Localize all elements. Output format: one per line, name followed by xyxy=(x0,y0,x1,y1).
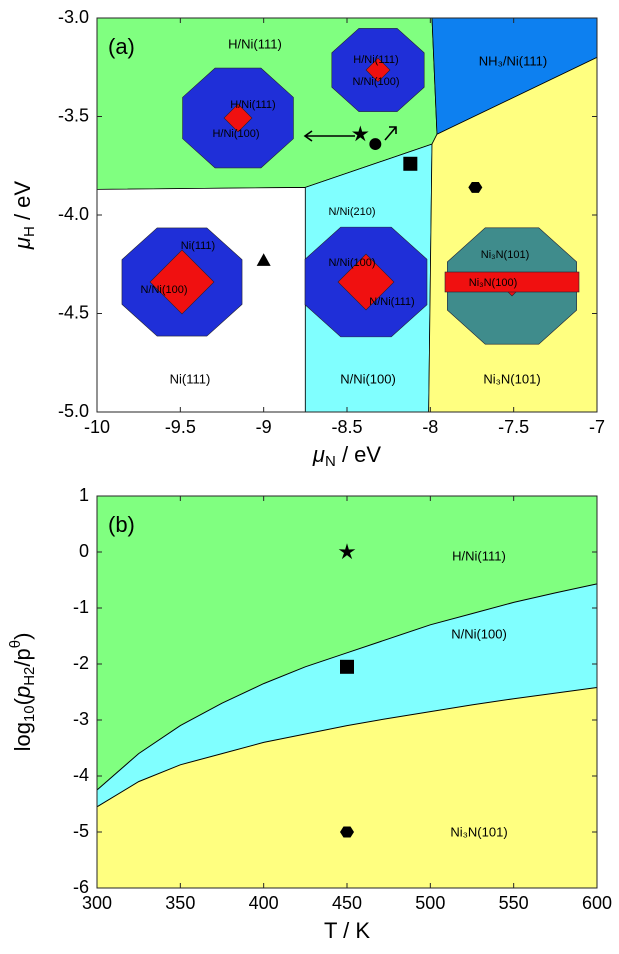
y-tick-label: -6 xyxy=(73,877,89,897)
axis-label-part: N xyxy=(325,453,336,470)
axis-label-part: μ xyxy=(312,442,325,467)
marker xyxy=(403,157,417,171)
region-label: Ni(111) xyxy=(170,371,211,386)
x-tick-label: -9 xyxy=(256,417,272,437)
x-tick-label: 450 xyxy=(332,893,362,913)
x-tick-label: -9.5 xyxy=(165,417,196,437)
axis-label-part: μ xyxy=(10,237,35,250)
annotation: N/Ni(100) xyxy=(328,257,375,269)
axis-label-part: p xyxy=(10,686,35,699)
annotation: Ni₃N(100) xyxy=(469,277,518,289)
region-label: H/Ni(111) xyxy=(228,36,282,51)
region-label: Ni₃N(101) xyxy=(450,824,507,839)
region-label: N/Ni(100) xyxy=(340,371,396,386)
region-label: N/Ni(100) xyxy=(451,626,507,641)
x-tick-label: 500 xyxy=(415,893,445,913)
y-tick-label: -3.0 xyxy=(58,7,89,27)
x-tick-label: -8.5 xyxy=(331,417,362,437)
x-tick-label: 600 xyxy=(582,893,612,913)
x-tick-label: 400 xyxy=(249,893,279,913)
panel-label: (b) xyxy=(108,512,135,537)
y-tick-label: -3 xyxy=(73,709,89,729)
axis-label-part: / eV xyxy=(336,442,382,467)
region-label: Ni₃N(101) xyxy=(483,371,540,386)
x-tick-label: -7.5 xyxy=(498,417,529,437)
axis-label-part: ) xyxy=(10,633,35,640)
y-tick-label: -4 xyxy=(73,765,89,785)
axis-label-part: /p xyxy=(10,648,35,666)
x-tick-label: 550 xyxy=(499,893,529,913)
axis-label-part: H2 xyxy=(21,667,38,686)
annotation: N/Ni(111) xyxy=(369,296,414,308)
annotation: N/Ni(100) xyxy=(140,284,187,296)
annotation: N/Ni(100) xyxy=(352,76,399,88)
region-label: NH₃/Ni(111) xyxy=(479,53,547,68)
annotation: H/Ni(100) xyxy=(212,128,259,140)
y-tick-label: -4.0 xyxy=(58,204,89,224)
axis-label-part: / eV xyxy=(10,181,35,227)
y-tick-label: -5 xyxy=(73,821,89,841)
x-tick-label: -8 xyxy=(422,417,438,437)
y-tick-label: -5.0 xyxy=(58,401,89,421)
annotation: Ni₃N(101) xyxy=(481,249,530,261)
annotation: H/Ni(111) xyxy=(353,54,398,66)
x-tick-label: 350 xyxy=(165,893,195,913)
y-tick-label: 1 xyxy=(79,485,89,505)
axis-label: μH / eV xyxy=(10,181,38,250)
y-tick-label: -3.5 xyxy=(58,105,89,125)
axis-label-part: log xyxy=(10,722,35,751)
y-tick-label: -4.5 xyxy=(58,302,89,322)
axis-label: log10(pH2/pθ) xyxy=(7,633,38,752)
annotation: Ni(111) xyxy=(181,240,215,252)
marker xyxy=(340,660,354,674)
region-label: H/Ni(111) xyxy=(452,548,506,563)
annotation: H/Ni(111) xyxy=(230,99,275,111)
y-tick-label: -1 xyxy=(73,597,89,617)
annotation: N/Ni(210) xyxy=(328,206,375,218)
figure: H/Ni(111) H/Ni(100) H/Ni(111) N/Ni(100) Ni(1… xyxy=(0,0,619,954)
axis-label-part: T / K xyxy=(324,918,370,943)
y-tick-label: -2 xyxy=(73,653,89,673)
axis-label-part: H xyxy=(21,226,38,237)
axis-label-part: 10 xyxy=(21,705,38,722)
marker xyxy=(369,138,381,150)
panel-label: (a) xyxy=(108,34,135,59)
axis-label-part: θ xyxy=(7,640,24,648)
y-tick-label: 0 xyxy=(79,541,89,561)
axis-label: T / K xyxy=(324,918,370,943)
axis-label: μN / eV xyxy=(312,442,381,470)
x-tick-label: -7 xyxy=(589,417,605,437)
